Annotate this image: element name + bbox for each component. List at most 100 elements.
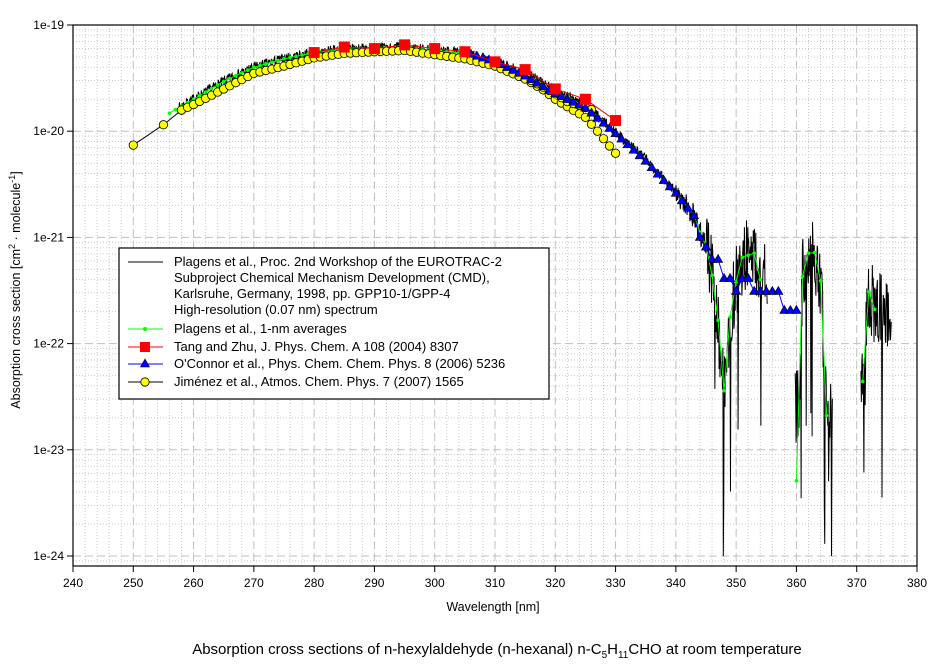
legend-label: Plagens et al., 1-nm averages xyxy=(174,321,347,336)
blue-triangle-point xyxy=(616,133,627,143)
y-tick-label: 1e-22 xyxy=(33,337,64,351)
caption-part: Absorption cross sections of n-hexylalde… xyxy=(192,641,602,658)
red-square-point xyxy=(429,43,441,55)
green-point xyxy=(716,318,720,323)
blue-triangle-point xyxy=(592,112,603,122)
green-point xyxy=(227,76,232,81)
green-point xyxy=(873,307,877,312)
green-point xyxy=(276,58,280,63)
x-tick-label: 340 xyxy=(666,576,686,590)
green-point xyxy=(294,54,298,59)
blue-triangle-point xyxy=(501,61,513,71)
blue-triangle-point xyxy=(731,285,742,295)
yellow-point xyxy=(158,120,169,130)
blue-triangle-point xyxy=(652,168,663,178)
green-point xyxy=(288,55,292,60)
green-point xyxy=(167,111,172,115)
green-point xyxy=(264,62,268,66)
chart-caption: Absorption cross sections of n-hexylalde… xyxy=(192,641,802,661)
blue-triangle-point xyxy=(700,241,712,251)
x-tick-label: 320 xyxy=(545,576,565,590)
red-square-point xyxy=(610,115,622,127)
series-highres-line xyxy=(794,222,833,557)
y-tick-label: 1e-21 xyxy=(33,230,64,244)
blue-triangle-point xyxy=(676,195,688,205)
blue-triangle-point xyxy=(682,202,694,212)
axes: 240 250 260 270 280 290 300 310 320 330 340 350 360 3… xyxy=(33,18,927,590)
legend-marker-blue-triangle xyxy=(139,358,151,368)
blue-triangle-point xyxy=(598,117,609,127)
legend-label: Plagens et al., Proc. 2nd Workshop of th… xyxy=(174,254,502,269)
blue-triangle-point xyxy=(538,81,549,91)
x-tick-label: 300 xyxy=(425,576,445,590)
yellow-point xyxy=(128,140,138,150)
blue-triangle-point xyxy=(532,77,543,87)
blue-triangle-point xyxy=(604,122,615,132)
green-point xyxy=(818,279,823,283)
x-tick-label: 360 xyxy=(786,576,806,590)
x-tick-label: 280 xyxy=(304,576,324,590)
green-point xyxy=(752,251,757,255)
green-point xyxy=(860,379,865,384)
yellow-point xyxy=(610,148,621,158)
series-yellow-line xyxy=(181,50,616,154)
y-title-sup: -1 xyxy=(7,175,17,183)
legend-box xyxy=(118,247,550,400)
x-tick-label: 250 xyxy=(123,576,143,590)
yellow-point xyxy=(604,141,615,151)
x-tick-label: 260 xyxy=(184,576,204,590)
y-tick-label: 1e-20 xyxy=(33,124,64,138)
green-point xyxy=(173,107,178,112)
green-point xyxy=(246,68,250,72)
y-title-part: Absorption cross section [cm xyxy=(9,249,23,409)
blue-triangle-point xyxy=(610,127,621,137)
legend-label: Tang and Zhu, J. Phys. Chem. A 108 (2004… xyxy=(174,339,459,354)
blue-triangle-point xyxy=(791,304,802,314)
green-point xyxy=(866,289,871,294)
legend-marker-green-dot xyxy=(143,327,147,331)
blue-triangle-point xyxy=(562,93,573,103)
green-point xyxy=(240,71,244,75)
blue-triangle-point xyxy=(628,144,639,154)
y-tick-label: 1e-23 xyxy=(33,443,64,457)
x-tick-label: 370 xyxy=(847,576,867,590)
red-square-point xyxy=(519,64,531,76)
y-tick-label: 1e-19 xyxy=(33,18,64,32)
green-point xyxy=(300,53,304,57)
series-green-line xyxy=(795,252,828,481)
blue-triangle-point xyxy=(646,162,657,172)
green-point xyxy=(221,79,226,84)
green-point xyxy=(282,57,286,61)
x-tick-label: 330 xyxy=(606,576,626,590)
blue-triangle-point xyxy=(664,181,675,191)
red-square-point xyxy=(579,93,591,105)
green-point xyxy=(215,83,220,87)
red-square-point xyxy=(368,43,380,55)
plot-area xyxy=(128,39,892,557)
caption-part: H xyxy=(607,641,618,658)
y-title-part: ] xyxy=(9,171,23,174)
y-axis-title: Absorption cross section [cm2 · molecule… xyxy=(7,171,23,408)
green-point xyxy=(710,273,714,278)
y-title-part: · molecule xyxy=(9,183,23,244)
green-point xyxy=(812,250,817,255)
caption-sub: 5 xyxy=(602,650,608,661)
blue-triangle-point xyxy=(658,174,669,184)
green-point xyxy=(806,251,811,255)
legend-label: High-resolution (0.07 nm) spectrum xyxy=(174,302,378,317)
x-tick-label: 310 xyxy=(485,576,505,590)
green-point xyxy=(258,63,262,68)
red-square-point xyxy=(338,41,350,53)
blue-triangle-point xyxy=(507,64,519,74)
red-square-point xyxy=(489,56,501,68)
red-square-point xyxy=(308,47,320,59)
blue-triangle-point xyxy=(520,70,531,80)
legend-marker-red-square xyxy=(140,342,150,352)
green-point xyxy=(728,315,732,319)
legend-label: O'Connor et al., Phys. Chem. Chem. Phys.… xyxy=(174,356,505,371)
red-square-point xyxy=(459,46,471,58)
yellow-point xyxy=(592,126,603,136)
blue-triangle-point xyxy=(580,102,591,112)
x-tick-label: 240 xyxy=(63,576,83,590)
